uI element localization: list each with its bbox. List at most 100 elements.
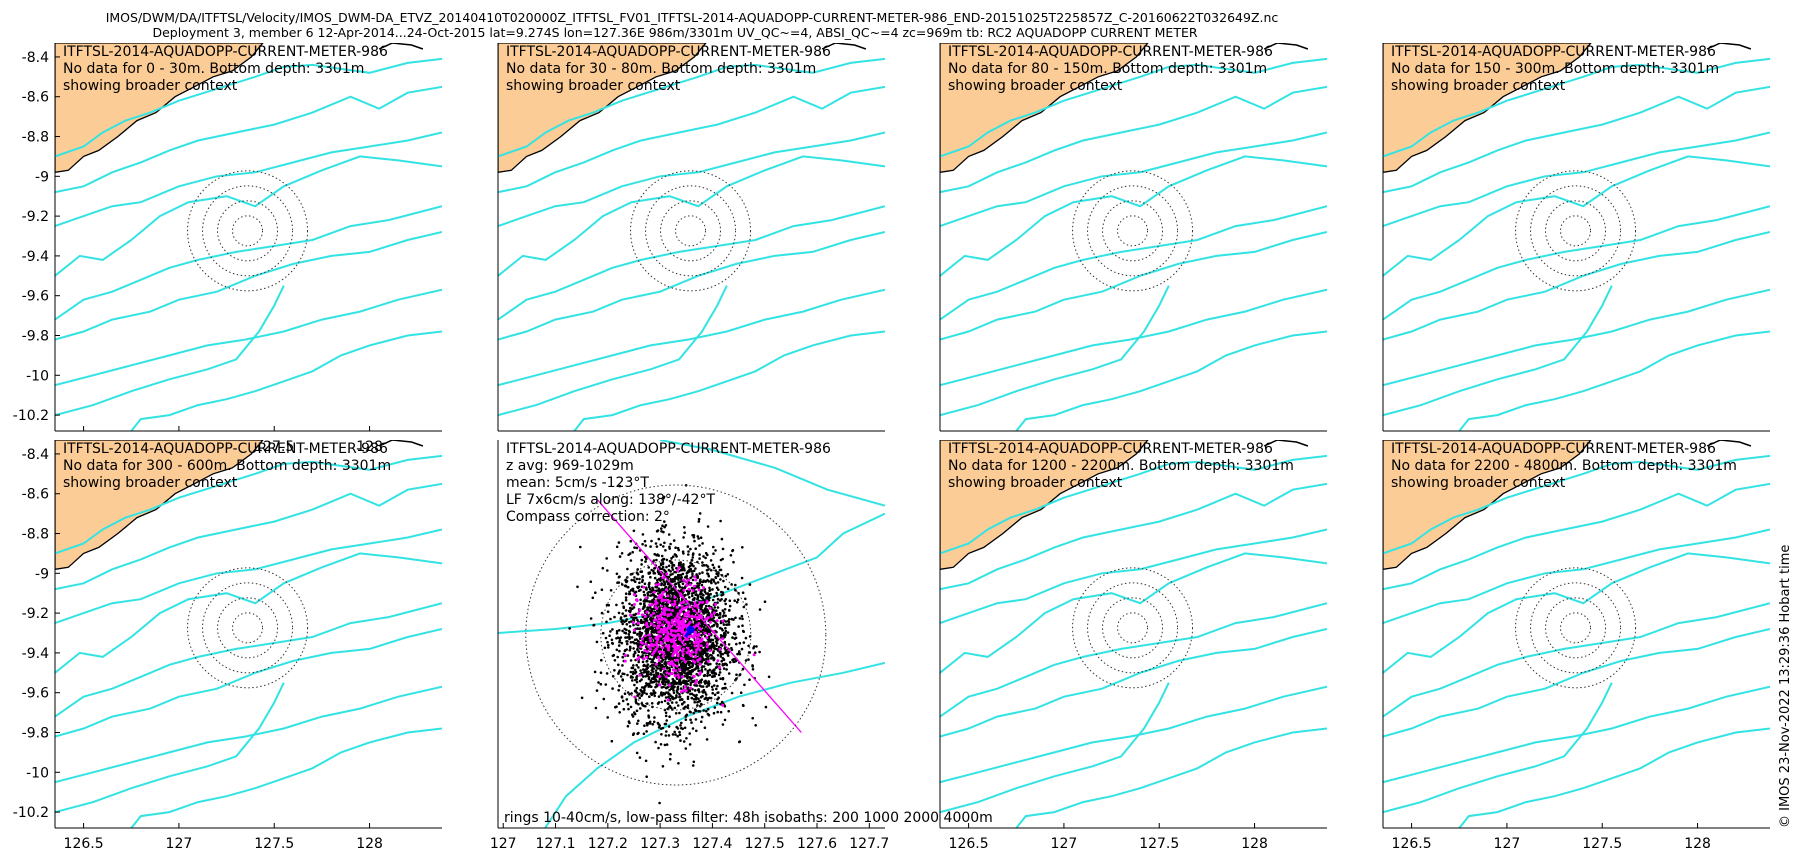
lowpass-point bbox=[665, 628, 669, 632]
scatter-point bbox=[635, 701, 638, 705]
scatter-point bbox=[620, 552, 624, 555]
scatter-point bbox=[626, 673, 629, 677]
scatter-point bbox=[683, 726, 687, 730]
scatter-point bbox=[636, 627, 639, 630]
scatter-point bbox=[713, 693, 717, 696]
lowpass-point bbox=[683, 660, 687, 664]
scatter-point bbox=[667, 680, 670, 683]
y-tick-label: -9 bbox=[35, 169, 49, 185]
scatter-point bbox=[651, 664, 655, 667]
lowpass-point bbox=[673, 595, 677, 599]
scatter-point bbox=[659, 562, 663, 565]
scatter-point bbox=[674, 712, 678, 715]
lowpass-point bbox=[655, 626, 659, 630]
figure-title-line1: IMOS/DWM/DA/ITFTSL/Velocity/IMOS_DWM-DA_… bbox=[106, 10, 1279, 25]
scatter-point bbox=[659, 543, 662, 547]
scatter-point bbox=[714, 549, 717, 552]
lowpass-point bbox=[683, 685, 687, 689]
lowpass-point bbox=[658, 683, 662, 687]
scatter-point bbox=[708, 645, 712, 648]
scatter-point bbox=[653, 641, 656, 644]
scatter-point bbox=[601, 631, 605, 635]
scatter-point bbox=[685, 737, 688, 740]
scatter-point bbox=[665, 652, 669, 655]
scatter-point bbox=[615, 705, 618, 708]
panel-annotation-1: No data for 0 - 30m. Bottom depth: 3301m bbox=[63, 61, 364, 77]
scatter-point bbox=[678, 730, 681, 734]
scatter-point bbox=[715, 594, 719, 597]
scatter-point bbox=[713, 668, 716, 671]
scatter-point bbox=[705, 604, 708, 608]
scatter-point bbox=[639, 602, 642, 605]
island-coast bbox=[378, 43, 424, 50]
scatter-point bbox=[617, 688, 620, 692]
lowpass-point bbox=[668, 683, 671, 687]
scatter-point bbox=[628, 620, 631, 624]
scatter-point bbox=[720, 659, 723, 663]
scatter-point bbox=[651, 629, 655, 633]
scatter-point bbox=[721, 664, 725, 667]
lowpass-point bbox=[712, 611, 716, 615]
lowpass-point bbox=[694, 578, 698, 582]
lowpass-point bbox=[669, 612, 673, 616]
scatter-point bbox=[643, 688, 646, 692]
scatter-point bbox=[713, 595, 716, 598]
lowpass-point bbox=[678, 609, 682, 613]
scatter-point bbox=[641, 660, 645, 664]
scatter-point bbox=[664, 714, 668, 718]
scatter-point bbox=[615, 632, 619, 635]
scatter-point bbox=[684, 682, 687, 685]
scatter-point bbox=[628, 625, 632, 628]
scatter-point bbox=[700, 634, 703, 637]
scatter-point bbox=[628, 602, 631, 606]
lowpass-point bbox=[677, 637, 681, 641]
scatter-point bbox=[636, 645, 640, 648]
scatter-point bbox=[723, 599, 726, 603]
scatter-point bbox=[645, 557, 648, 561]
lowpass-point bbox=[652, 590, 656, 594]
panel-plot-area bbox=[940, 440, 1327, 828]
scatter-point bbox=[742, 605, 746, 609]
lowpass-point bbox=[649, 644, 653, 648]
scatter-point bbox=[704, 551, 708, 555]
scatter-point bbox=[624, 598, 628, 602]
scatter-point bbox=[690, 692, 694, 696]
lowpass-point bbox=[675, 651, 679, 655]
isobath-9 bbox=[1458, 330, 1770, 431]
scatter-point bbox=[689, 567, 693, 571]
lowpass-point bbox=[643, 634, 647, 638]
scatter-point bbox=[665, 719, 668, 722]
scatter-point bbox=[635, 571, 639, 574]
panel-plot-area bbox=[1383, 43, 1770, 431]
x-tick-label: 128 bbox=[356, 836, 383, 850]
lowpass-point bbox=[678, 628, 682, 632]
scatter-point bbox=[711, 598, 715, 602]
lowpass-point bbox=[652, 624, 656, 628]
scatter-point bbox=[699, 679, 702, 683]
scatter-point bbox=[713, 675, 716, 678]
scatter-point bbox=[643, 670, 647, 673]
scatter-point bbox=[706, 682, 710, 685]
scatter-point bbox=[617, 644, 621, 647]
scatter-point bbox=[719, 519, 722, 523]
scatter-point bbox=[701, 561, 704, 564]
scatter-point bbox=[626, 724, 630, 728]
isobath-6 bbox=[940, 231, 1327, 341]
scatter-point bbox=[674, 546, 677, 549]
scatter-point bbox=[642, 675, 645, 678]
lowpass-point bbox=[656, 614, 660, 618]
scatter-point bbox=[643, 663, 646, 667]
scatter-point bbox=[655, 589, 658, 593]
scatter-point bbox=[651, 587, 655, 591]
scatter-point bbox=[665, 730, 668, 733]
y-tick-label: -9.8 bbox=[22, 328, 49, 344]
scatter-point bbox=[622, 707, 626, 711]
isobath-6 bbox=[1383, 231, 1770, 341]
scatter-lowpass-series bbox=[623, 566, 756, 707]
scatter-point bbox=[696, 582, 699, 585]
lowpass-point bbox=[691, 589, 695, 593]
scatter-point bbox=[613, 669, 616, 672]
lowpass-point bbox=[664, 675, 668, 679]
lowpass-point bbox=[664, 598, 668, 602]
lowpass-point bbox=[673, 629, 676, 633]
